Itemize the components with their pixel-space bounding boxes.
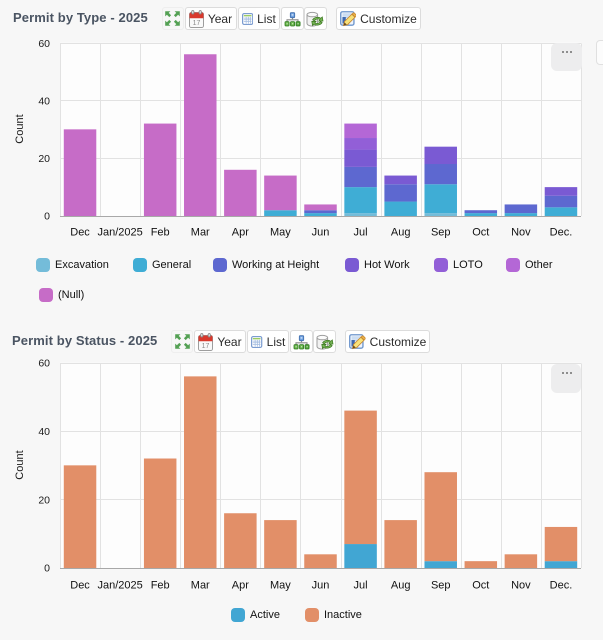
svg-text:Feb: Feb — [151, 579, 170, 591]
svg-text:Count: Count — [14, 114, 26, 143]
svg-text:Nov: Nov — [511, 227, 531, 239]
svg-text:Dec.: Dec. — [550, 579, 573, 591]
svg-text:17: 17 — [202, 343, 210, 350]
svg-text:Oct: Oct — [472, 227, 489, 239]
svg-text:Mar: Mar — [191, 227, 210, 239]
svg-text:Oct: Oct — [472, 579, 489, 591]
svg-text:Dec: Dec — [70, 579, 90, 591]
svg-text:Jan/2025: Jan/2025 — [97, 227, 142, 239]
svg-text:Count: Count — [14, 450, 26, 479]
svg-text:Mar: Mar — [191, 579, 210, 591]
svg-text:Jun: Jun — [312, 227, 330, 239]
svg-text:Apr: Apr — [232, 579, 249, 591]
svg-text:Sep: Sep — [431, 579, 451, 591]
svg-text:May: May — [270, 579, 291, 591]
svg-text:Aug: Aug — [391, 227, 411, 239]
svg-text:60: 60 — [38, 358, 50, 370]
svg-text:Jul: Jul — [354, 227, 368, 239]
svg-text:0: 0 — [44, 563, 50, 575]
svg-text:40: 40 — [38, 426, 50, 438]
svg-text:Feb: Feb — [151, 227, 170, 239]
svg-text:20: 20 — [38, 153, 50, 165]
svg-text:Nov: Nov — [511, 579, 531, 591]
svg-text:Dec: Dec — [70, 227, 90, 239]
svg-text:0: 0 — [44, 211, 50, 223]
svg-text:17: 17 — [192, 20, 200, 27]
svg-text:20: 20 — [38, 495, 50, 507]
svg-text:Jun: Jun — [312, 579, 330, 591]
svg-text:Jul: Jul — [354, 579, 368, 591]
svg-text:Sep: Sep — [431, 227, 451, 239]
svg-text:May: May — [270, 227, 291, 239]
svg-text:Jan/2025: Jan/2025 — [97, 579, 142, 591]
svg-text:Apr: Apr — [232, 227, 249, 239]
svg-text:40: 40 — [38, 96, 50, 108]
svg-text:Dec.: Dec. — [550, 227, 573, 239]
svg-text:60: 60 — [38, 38, 50, 50]
svg-text:Aug: Aug — [391, 579, 411, 591]
